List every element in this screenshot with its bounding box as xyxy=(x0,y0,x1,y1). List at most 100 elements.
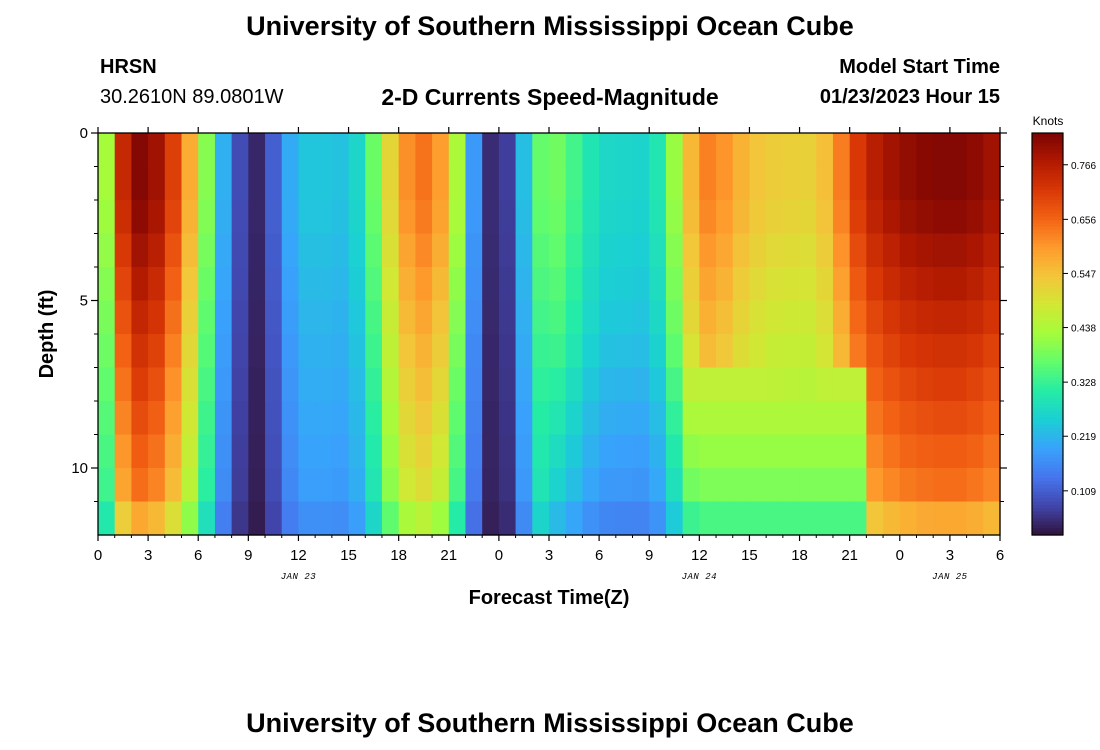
colorbar-segment xyxy=(1032,468,1063,472)
colorbar-tick-label: 0.328 xyxy=(1071,378,1096,389)
chart-subtitle: 2-D Currents Speed-Magnitude xyxy=(381,84,719,110)
heatmap-cell xyxy=(599,367,617,402)
colorbar-segment xyxy=(1032,334,1063,338)
heatmap-cell xyxy=(214,133,233,168)
heatmap-cell xyxy=(265,367,283,402)
heatmap-cell xyxy=(732,501,751,536)
heatmap-cell xyxy=(665,233,684,268)
heatmap-cell xyxy=(782,133,801,168)
colorbar-segment xyxy=(1032,421,1063,426)
colorbar-segment xyxy=(1032,441,1063,446)
heatmap-cell xyxy=(949,367,968,402)
colorbar-segment xyxy=(1032,524,1063,529)
heatmap-cell xyxy=(949,334,968,369)
heatmap-cell xyxy=(749,367,767,402)
heatmap-cell xyxy=(866,434,884,469)
heatmap-cell xyxy=(799,200,817,235)
heatmap-cell xyxy=(365,434,383,469)
x-tick-label: 21 xyxy=(841,547,858,564)
heatmap-cell xyxy=(565,367,583,402)
heatmap-cell xyxy=(883,401,901,436)
colorbar-segment xyxy=(1032,511,1063,516)
colorbar-segment xyxy=(1032,263,1063,268)
heatmap-cell xyxy=(415,367,433,402)
heatmap-cell xyxy=(365,166,383,201)
heatmap-cell xyxy=(699,166,717,201)
heatmap-cell xyxy=(933,200,951,235)
colorbar-segment xyxy=(1032,337,1063,342)
colorbar-segment xyxy=(1032,153,1063,158)
heatmap-cell xyxy=(599,233,617,268)
heatmap-cell xyxy=(265,434,283,469)
model-start-label: Model Start Time xyxy=(839,56,1000,78)
heatmap-cell xyxy=(532,267,550,302)
heatmap-cell xyxy=(699,267,717,302)
heatmap-cell xyxy=(949,233,968,268)
heatmap-cell xyxy=(565,200,583,235)
colorbar-segment xyxy=(1032,394,1063,399)
heatmap-cell xyxy=(98,300,116,335)
heatmap-cell xyxy=(498,468,517,503)
heatmap-cell xyxy=(632,367,650,402)
heatmap-cell xyxy=(114,434,132,469)
heatmap-cell xyxy=(582,300,600,335)
heatmap-cell xyxy=(198,133,216,168)
heatmap-cell xyxy=(248,401,266,436)
heatmap-cell xyxy=(599,468,617,503)
heatmap-cell xyxy=(131,166,149,201)
heatmap-cell xyxy=(515,501,533,536)
x-tick-label: 15 xyxy=(741,547,758,564)
heatmap-cell xyxy=(615,401,634,436)
heatmap-cell xyxy=(983,233,1001,268)
heatmap-cell xyxy=(465,300,483,335)
x-tick-label: 6 xyxy=(996,547,1004,564)
heatmap-cell xyxy=(582,267,600,302)
colorbar-segment xyxy=(1032,183,1063,188)
colorbar-segment xyxy=(1032,146,1063,151)
heatmap-cell xyxy=(432,267,450,302)
heatmap-cell xyxy=(515,434,533,469)
heatmap-cell xyxy=(649,334,667,369)
heatmap-cell xyxy=(231,468,249,503)
heatmap-cell xyxy=(582,200,600,235)
heatmap-cell xyxy=(949,133,968,168)
colorbar-segment xyxy=(1032,139,1063,144)
colorbar-segment xyxy=(1032,414,1063,419)
colorbar-segment xyxy=(1032,270,1063,275)
heatmap-cell xyxy=(365,468,383,503)
heatmap-cell xyxy=(682,501,700,536)
heatmap-cell xyxy=(532,166,550,201)
heatmap-cell xyxy=(381,334,400,369)
heatmap-cell xyxy=(532,300,550,335)
colorbar-segment xyxy=(1032,401,1063,405)
heatmap-cell xyxy=(832,367,851,402)
heatmap-cell xyxy=(816,233,834,268)
heatmap-cell xyxy=(649,501,667,536)
heatmap-cell xyxy=(98,267,116,302)
colorbar-segment xyxy=(1032,267,1063,271)
heatmap-cell xyxy=(231,200,249,235)
heatmap-cell xyxy=(348,267,366,302)
heatmap-cell xyxy=(682,367,700,402)
heatmap-cell xyxy=(331,468,350,503)
heatmap-cell xyxy=(148,133,166,168)
x-tick-label: 0 xyxy=(896,547,904,564)
heatmap-cell xyxy=(198,501,216,536)
heatmap-cell xyxy=(799,233,817,268)
heatmap-cell xyxy=(716,166,734,201)
heatmap-cell xyxy=(164,233,183,268)
colorbar-segment xyxy=(1032,464,1063,469)
heatmap-cell xyxy=(515,267,533,302)
heatmap-cell xyxy=(883,300,901,335)
heatmap-cell xyxy=(148,334,166,369)
heatmap-cell xyxy=(615,267,634,302)
heatmap-cell xyxy=(131,501,149,536)
heatmap-cell xyxy=(899,334,918,369)
heatmap-cell xyxy=(148,367,166,402)
heatmap-cell xyxy=(131,334,149,369)
heatmap-cell xyxy=(164,367,183,402)
heatmap-cell xyxy=(448,300,467,335)
heatmap-cell xyxy=(565,133,583,168)
heatmap-cell xyxy=(498,501,517,536)
heatmap-cell xyxy=(899,468,918,503)
